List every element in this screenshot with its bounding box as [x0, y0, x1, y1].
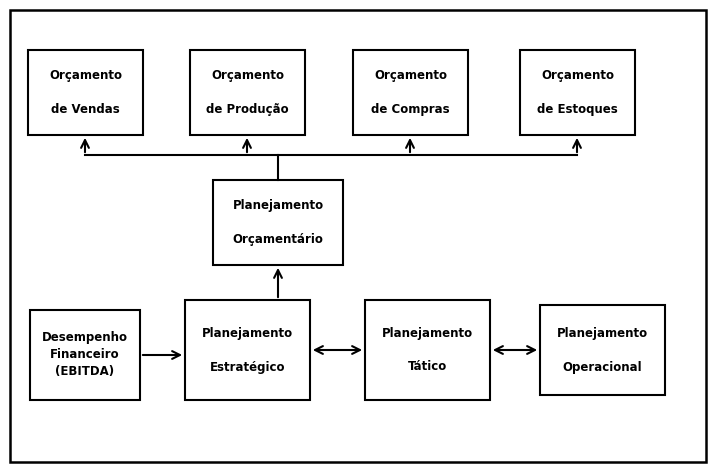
Bar — [213, 180, 343, 265]
Text: Planejamento

Tático: Planejamento Tático — [382, 327, 473, 373]
Text: Orçamento

de Estoques: Orçamento de Estoques — [537, 69, 618, 116]
Bar — [28, 50, 143, 135]
Text: Orçamento

de Produção: Orçamento de Produção — [206, 69, 289, 116]
Bar — [190, 50, 305, 135]
Bar — [353, 50, 468, 135]
Text: Orçamento

de Compras: Orçamento de Compras — [371, 69, 450, 116]
Text: Planejamento

Operacional: Planejamento Operacional — [557, 327, 648, 373]
Bar — [520, 50, 635, 135]
Text: Planejamento

Orçamentário: Planejamento Orçamentário — [233, 199, 324, 246]
Bar — [540, 305, 665, 395]
Bar — [365, 300, 490, 400]
Bar — [185, 300, 310, 400]
Text: Planejamento

Estratégico: Planejamento Estratégico — [202, 327, 293, 373]
Text: Desempenho
Financeiro
(EBITDA): Desempenho Financeiro (EBITDA) — [42, 331, 128, 379]
Text: Orçamento

de Vendas: Orçamento de Vendas — [49, 69, 122, 116]
Bar — [30, 310, 140, 400]
